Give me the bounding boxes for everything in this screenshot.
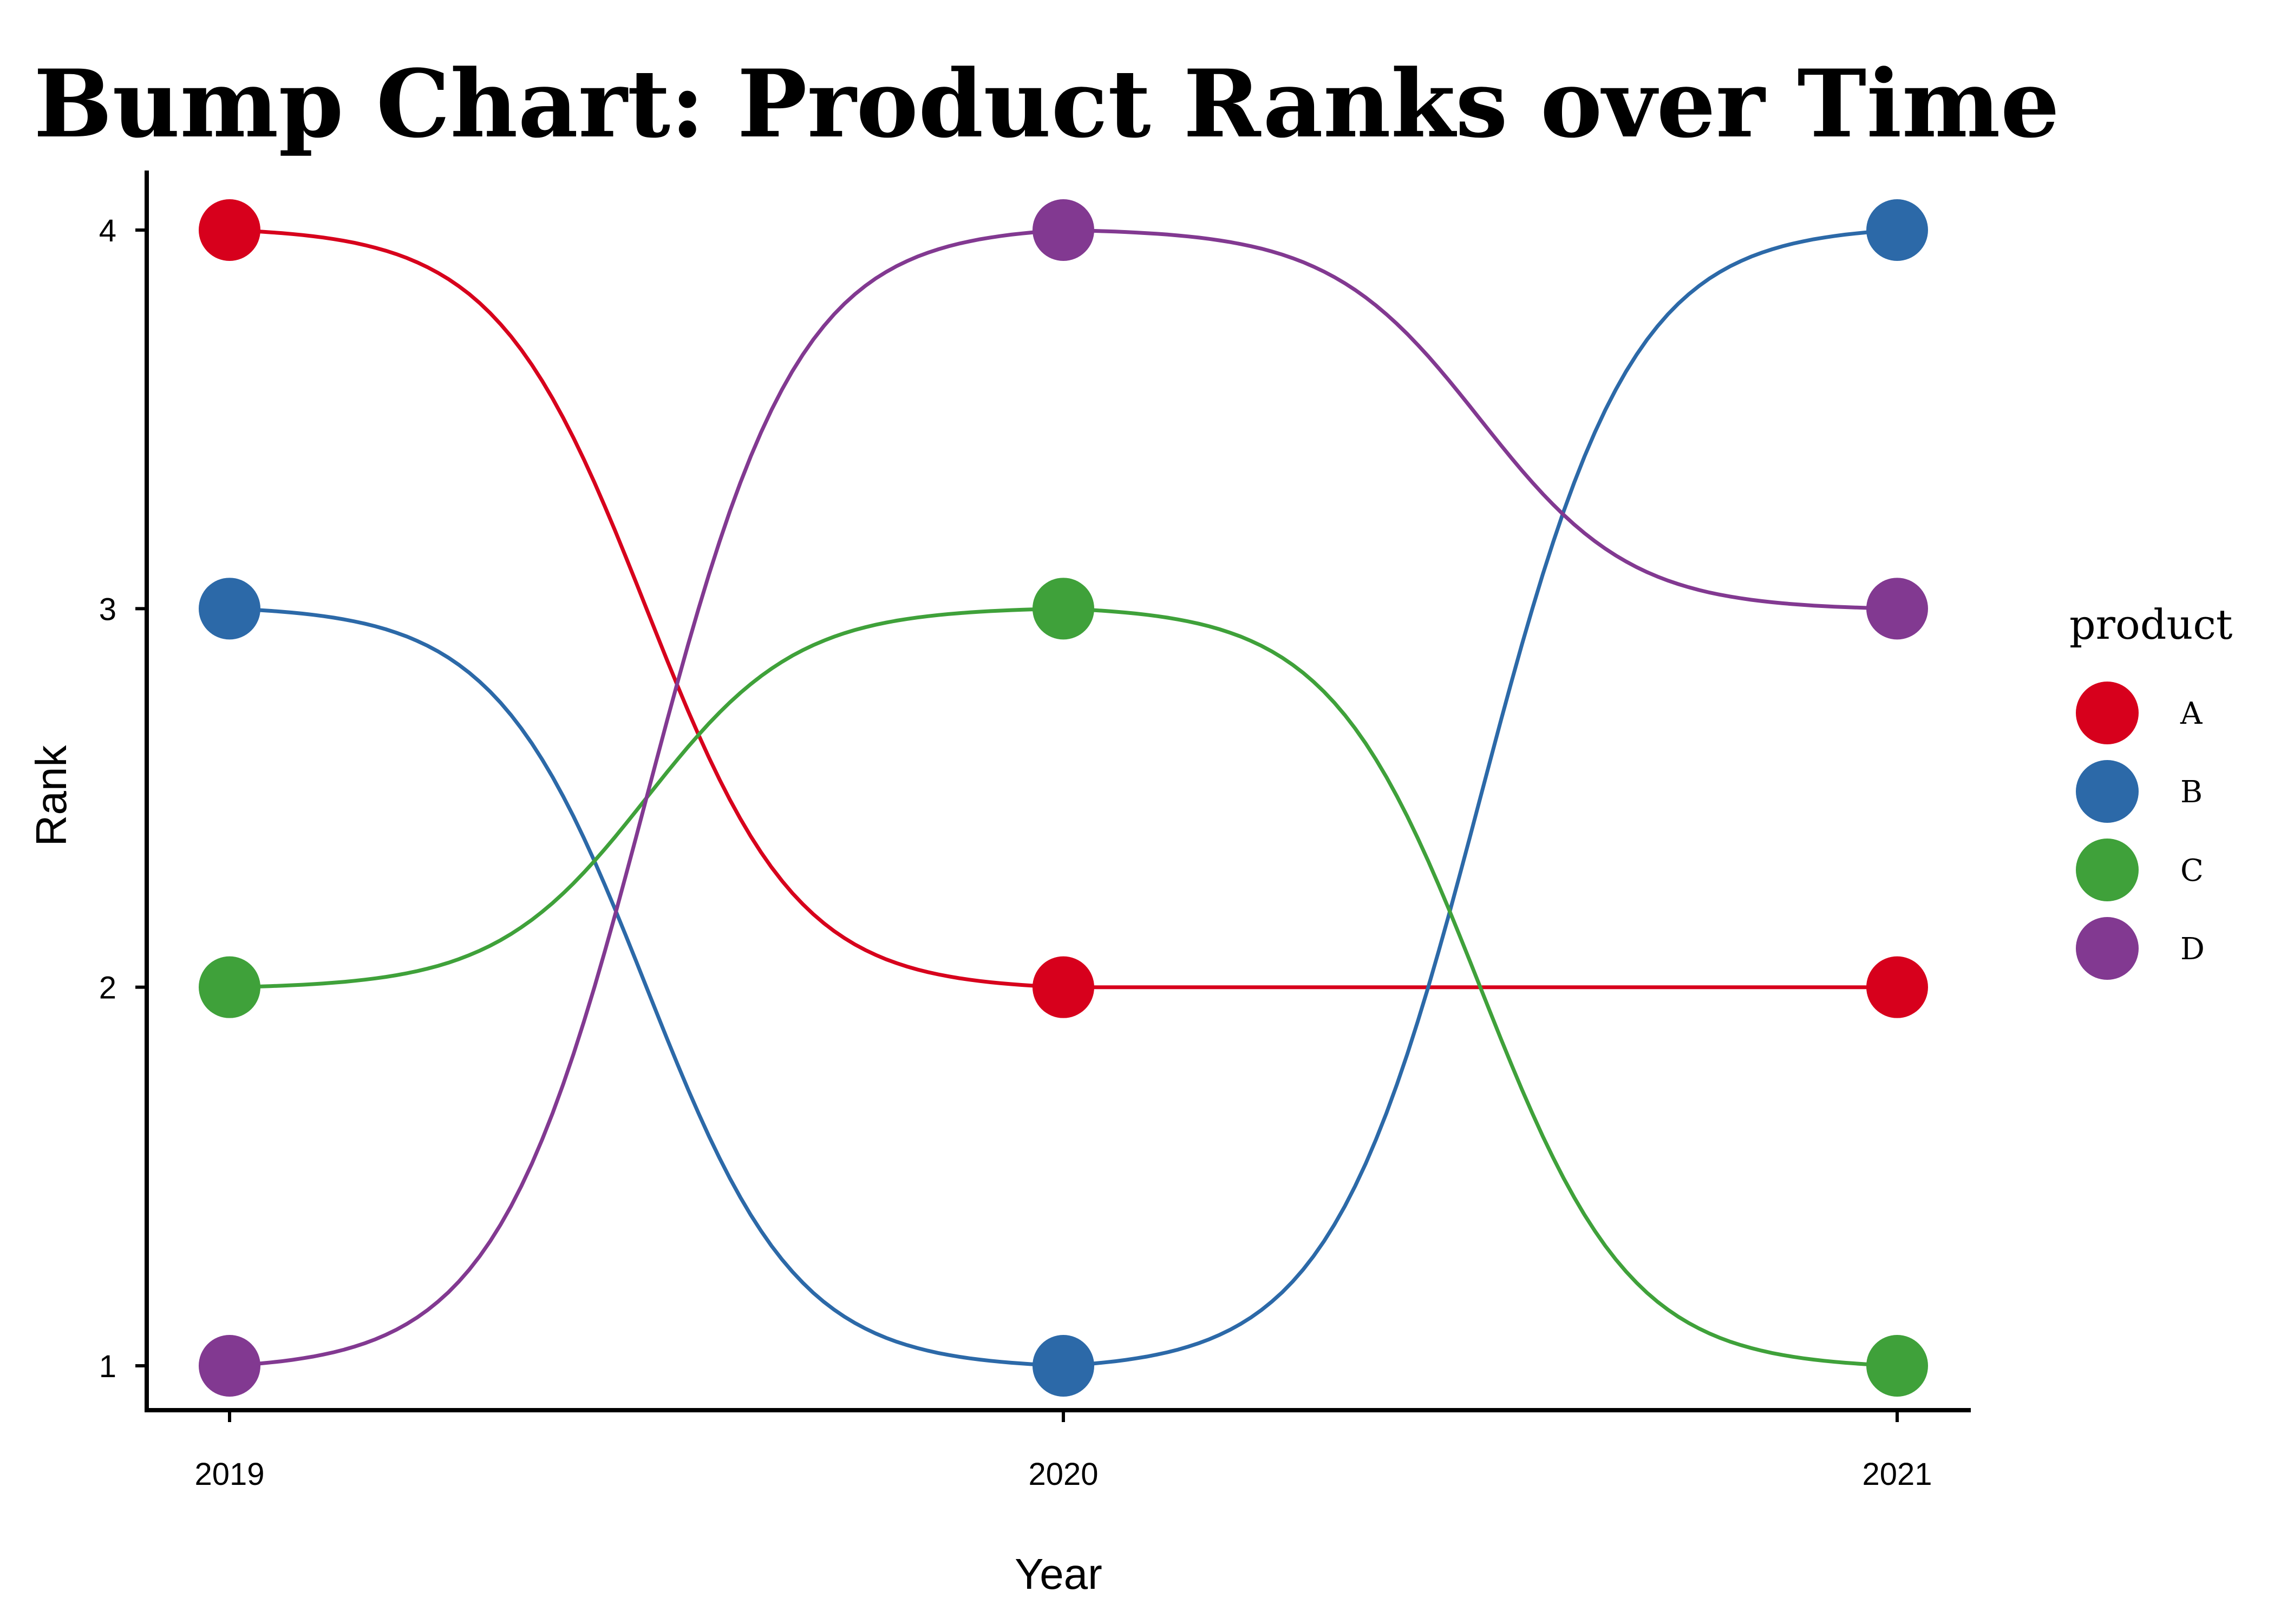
legend-label-c: C — [2180, 853, 2204, 888]
legend-key-d — [2076, 917, 2139, 980]
point-c-2019 — [199, 956, 260, 1018]
y-axis-ticks: 1 2 3 4 — [99, 213, 147, 1384]
legend: product A B C D — [2069, 600, 2232, 980]
series-lines — [229, 228, 1898, 1368]
legend-key-b — [2076, 760, 2139, 823]
x-tick-label: 2021 — [1862, 1457, 1932, 1492]
y-tick-label: 4 — [99, 213, 116, 248]
chart-title: Bump Chart: Product Ranks over Time — [34, 49, 2060, 159]
series-points — [199, 199, 1928, 1397]
legend-items: A B C D — [2076, 682, 2205, 980]
point-d-2021 — [1866, 578, 1928, 640]
point-c-2020 — [1033, 578, 1094, 640]
legend-key-c — [2076, 839, 2139, 901]
y-axis-title: Rank — [27, 745, 75, 847]
series-line-b — [229, 228, 1898, 1368]
point-b-2021 — [1866, 199, 1928, 261]
point-a-2019 — [199, 199, 260, 261]
point-a-2021 — [1866, 956, 1928, 1018]
point-d-2019 — [199, 1335, 260, 1397]
point-c-2021 — [1866, 1335, 1928, 1397]
legend-label-b: B — [2180, 775, 2203, 810]
legend-key-a — [2076, 682, 2139, 744]
legend-label-d: D — [2180, 932, 2205, 967]
y-tick-label: 1 — [99, 1349, 116, 1384]
x-axis-ticks: 2019 2020 2021 — [194, 1410, 1932, 1492]
y-tick-label: 2 — [99, 971, 116, 1006]
point-d-2020 — [1033, 199, 1094, 261]
point-a-2020 — [1033, 956, 1094, 1018]
point-b-2020 — [1033, 1335, 1094, 1397]
point-b-2019 — [199, 578, 260, 640]
x-tick-label: 2020 — [1028, 1457, 1098, 1492]
y-tick-label: 3 — [99, 592, 116, 627]
x-tick-label: 2019 — [194, 1457, 264, 1492]
legend-label-a: A — [2180, 696, 2203, 731]
series-line-d — [229, 228, 1898, 1368]
legend-title: product — [2069, 600, 2232, 649]
x-axis-title: Year — [1015, 1550, 1102, 1598]
plot-area — [199, 199, 1928, 1397]
